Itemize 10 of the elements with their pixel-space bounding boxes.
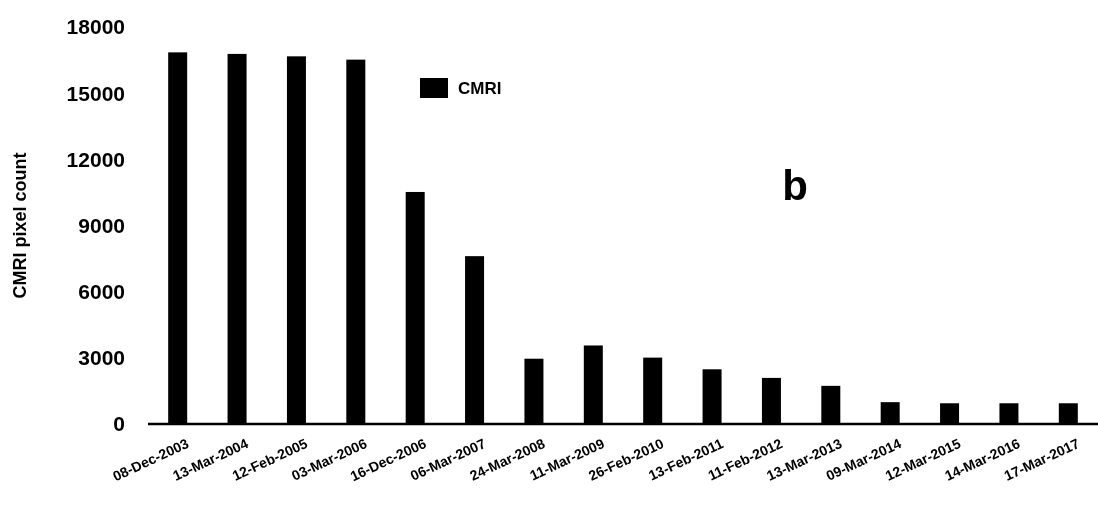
y-tick-label: 6000	[78, 280, 125, 304]
y-tick-label: 9000	[78, 213, 125, 237]
y-tick-label: 0	[113, 412, 125, 436]
y-tick-label: 3000	[78, 346, 125, 370]
legend-label: CMRI	[458, 78, 502, 98]
y-tick-label: 12000	[66, 147, 125, 171]
y-tick-label: 18000	[66, 15, 125, 39]
annotation: b	[782, 162, 808, 209]
y-axis-title: CMRI pixel count	[10, 152, 30, 299]
y-tick-label: 15000	[66, 81, 125, 105]
